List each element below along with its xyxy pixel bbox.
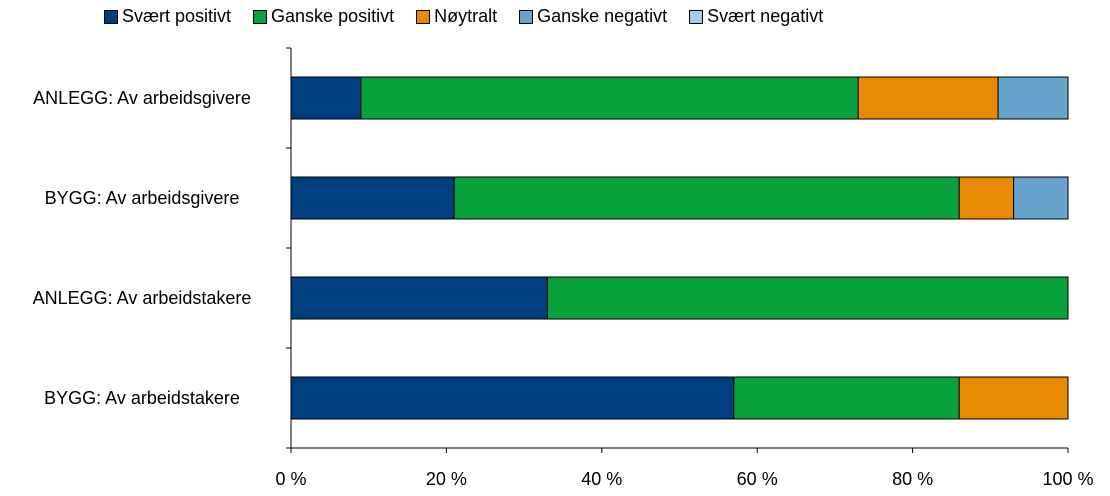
legend: Svært positivt Ganske positivt Nøytralt Gan…	[104, 6, 845, 27]
bar-segment	[360, 76, 859, 120]
x-tick-label: 80 %	[892, 469, 933, 489]
x-tick-label: 60 %	[737, 469, 778, 489]
legend-label: Svært positivt	[122, 6, 232, 26]
bar-segment	[958, 176, 1015, 220]
category-label: ANLEGG: Av arbeidsgivere	[33, 88, 251, 108]
legend-item: Svært positivt	[104, 6, 231, 27]
legend-item: Ganske positivt	[253, 6, 394, 27]
bar-segment	[290, 76, 362, 120]
legend-label: Ganske positivt	[271, 6, 395, 26]
legend-item: Svært negativt	[689, 6, 823, 27]
legend-swatch	[519, 9, 534, 24]
x-tick-label: 0 %	[275, 469, 306, 489]
legend-label: Nøytralt	[434, 6, 498, 26]
bar-segment	[546, 276, 1069, 320]
bar-segment	[958, 376, 1069, 420]
bar-segment	[453, 176, 960, 220]
legend-item: Ganske negativt	[519, 6, 667, 27]
bar-segment	[1013, 176, 1069, 220]
category-label: BYGG: Av arbeidsgivere	[44, 188, 240, 208]
legend-label: Svært negativt	[707, 6, 824, 26]
x-tick-label: 100 %	[1042, 469, 1093, 489]
legend-swatch	[104, 9, 118, 24]
bar-segment	[290, 376, 735, 420]
category-label: BYGG: Av arbeidstakere	[44, 388, 240, 408]
x-tick-label: 20 %	[426, 469, 467, 489]
legend-swatch	[689, 9, 704, 24]
bar-segment	[857, 76, 999, 120]
bar-segment	[290, 276, 548, 320]
legend-swatch	[416, 9, 431, 24]
legend-swatch	[253, 9, 268, 24]
bar-segment	[997, 76, 1069, 120]
legend-label: Ganske negativt	[537, 6, 668, 26]
x-tick-label: 40 %	[581, 469, 622, 489]
bar-segment	[290, 176, 455, 220]
bar-segment	[733, 376, 960, 420]
legend-item: Nøytralt	[416, 6, 497, 27]
category-label: ANLEGG: Av arbeidstakere	[32, 288, 252, 308]
